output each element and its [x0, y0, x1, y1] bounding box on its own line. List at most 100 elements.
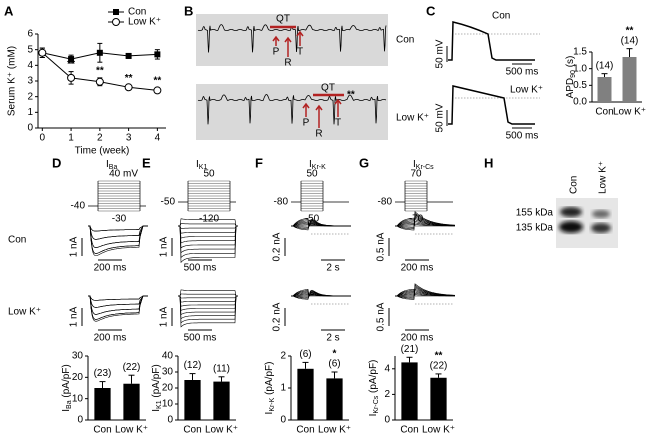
- condition-label: Low K⁺: [396, 113, 429, 124]
- scale-label: 1 nA: [69, 236, 80, 257]
- x-tick-label: Low K⁺: [205, 425, 238, 436]
- y-tick-label: 1.0: [573, 63, 587, 74]
- scale-label: 500 ms: [184, 263, 217, 274]
- y-axis-label-sub: Kr-K: [269, 397, 276, 411]
- y-tick-label: 40: [162, 351, 174, 362]
- marker: [113, 9, 119, 15]
- current-trace: [88, 225, 148, 240]
- x-tick-label: 4: [155, 133, 161, 144]
- x-tick-label: 2: [97, 133, 103, 144]
- x-tick-label: Low K⁺: [422, 425, 455, 436]
- bar: [401, 362, 418, 420]
- current-trace: [88, 295, 148, 301]
- y-axis-label-unit: (s): [565, 56, 576, 70]
- y-axis-label: APD90 (s): [565, 56, 577, 99]
- interval-label: QT: [276, 14, 290, 25]
- protocol-label: 70: [410, 169, 422, 180]
- marker: [95, 77, 104, 86]
- panel-letter: A: [4, 3, 14, 18]
- n-label: (14): [596, 60, 614, 71]
- y-tick-label: 20: [162, 383, 174, 394]
- y-axis-label: Serum K⁺ (mM): [7, 46, 18, 116]
- marker: [112, 18, 120, 26]
- y-tick-label: 0.5: [573, 80, 587, 91]
- marker-label: 155 kDa: [516, 208, 554, 219]
- scale-label: 200 ms: [94, 263, 127, 274]
- bar: [94, 388, 111, 420]
- current-trace: [178, 223, 238, 227]
- current-trace: [395, 283, 456, 300]
- scale-label: 0.2 nA: [272, 232, 283, 261]
- y-tick-label: 6: [27, 29, 33, 40]
- y-tick-label: 10: [72, 393, 84, 404]
- panel-letter: H: [484, 155, 493, 170]
- scale-label: 500 ms: [506, 131, 539, 142]
- current-trace: [88, 225, 148, 232]
- protocol-label: -40: [71, 201, 86, 212]
- n-label: (6): [328, 359, 340, 370]
- blot-band: [591, 223, 611, 233]
- blot-band: [592, 210, 610, 218]
- condition-label: Con: [8, 235, 26, 246]
- condition-label: Low K⁺: [510, 85, 543, 96]
- blot-band: [559, 221, 583, 233]
- n-label: (21): [401, 344, 419, 355]
- n-label: (6): [299, 349, 311, 360]
- condition-label: Con: [492, 11, 510, 22]
- panel-title-sub: Kr-Cs: [416, 164, 434, 171]
- marker: [125, 52, 132, 59]
- panel-letter: B: [184, 3, 193, 18]
- marker: [124, 83, 133, 92]
- current-trace: [88, 295, 148, 308]
- y-axis-label-sub: K1: [156, 400, 163, 409]
- y-axis-label-sub: Kr-Cs: [373, 395, 380, 413]
- scale-label: 2 s: [326, 333, 339, 344]
- y-tick-label: 2: [27, 91, 33, 102]
- marker: [153, 86, 162, 95]
- protocol-label: 40 mV: [109, 169, 138, 180]
- panel-letter: G: [359, 155, 369, 170]
- significance: **: [153, 76, 161, 87]
- wave-label: P: [303, 118, 310, 129]
- current-trace: [178, 293, 238, 297]
- y-tick-label: 0: [280, 415, 286, 426]
- protocol-label: 50: [203, 169, 215, 180]
- current-trace: [88, 225, 148, 232]
- bar: [297, 368, 314, 420]
- arrow-head: [296, 30, 304, 37]
- current-trace: [178, 295, 238, 311]
- significance: **: [96, 66, 104, 77]
- x-tick-label: 3: [126, 133, 132, 144]
- protocol-label: -80: [378, 197, 393, 208]
- y-axis-label-unit: (pA/pF): [61, 364, 72, 400]
- current-trace: [178, 225, 238, 234]
- current-trace: [88, 295, 148, 301]
- n-label: (22): [123, 362, 141, 373]
- arrow-head: [315, 104, 323, 111]
- bar: [430, 377, 447, 420]
- bar: [184, 380, 201, 420]
- y-axis-label-unit: (pA/pF): [368, 360, 379, 396]
- bar: [213, 381, 230, 420]
- current-trace: [88, 225, 148, 257]
- scale-label: 1 nA: [159, 236, 170, 257]
- panel-title-sub: Kr-K: [312, 164, 326, 171]
- y-tick-label: 2: [280, 351, 286, 362]
- wave-label: R: [284, 58, 291, 69]
- y-axis-label: IKr-Cs (pA/pF): [368, 360, 380, 417]
- panel-title-main: I: [413, 159, 416, 170]
- y-axis-label-main: I: [61, 409, 72, 412]
- n-label: (11): [213, 363, 230, 374]
- x-tick-label: Con: [183, 425, 201, 436]
- current-trace: [178, 295, 238, 328]
- n-label: (12): [184, 360, 202, 371]
- blot-band: [560, 207, 582, 217]
- current-trace: [178, 225, 238, 249]
- current-trace: [88, 295, 148, 315]
- current-trace: [178, 225, 238, 254]
- action-potential: [448, 21, 535, 61]
- x-tick-label: Low K⁺: [613, 107, 646, 118]
- panel-title-sub: Ba: [109, 164, 118, 171]
- current-trace: [178, 295, 238, 324]
